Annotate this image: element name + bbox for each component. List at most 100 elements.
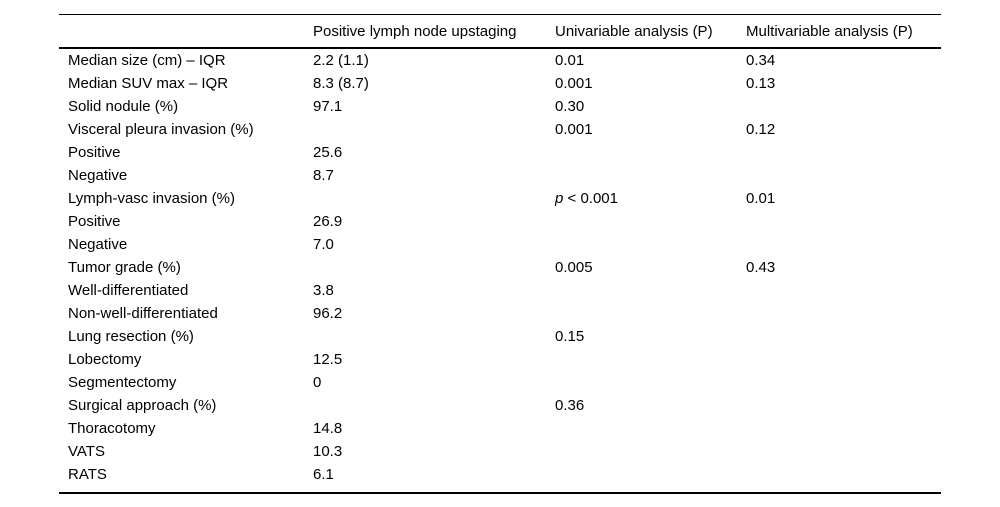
table-row: Visceral pleura invasion (%) 0.001 0.12 bbox=[59, 118, 941, 141]
cell-upstaging: 8.7 bbox=[313, 167, 334, 184]
cell-multivariable bbox=[746, 233, 941, 256]
cell-univariable: 0.001 bbox=[555, 121, 593, 138]
row-label: Non-well-differentiated bbox=[68, 305, 218, 322]
header-row: Positive lymph node upstaging Univariabl… bbox=[59, 15, 941, 49]
table-row: VATS 10.3 bbox=[59, 440, 941, 463]
cell-upstaging: 2.2 (1.1) bbox=[313, 52, 369, 69]
cell-univariable bbox=[555, 417, 746, 440]
table-row: Median SUV max – IQR 8.3 (8.7) 0.001 0.13 bbox=[59, 72, 941, 95]
cell-upstaging: 10.3 bbox=[313, 443, 343, 460]
table-row: Segmentectomy 0 bbox=[59, 371, 941, 394]
cell-multivariable bbox=[746, 210, 941, 233]
cell-upstaging: 3.8 bbox=[313, 282, 334, 299]
cell-multivariable: 0.34 bbox=[746, 52, 776, 69]
table-body: Median size (cm) – IQR 2.2 (1.1) 0.01 0.34 M… bbox=[59, 48, 941, 486]
cell-multivariable: 0.43 bbox=[746, 259, 776, 276]
cell-univariable bbox=[555, 141, 746, 164]
cell-upstaging: 6.1 bbox=[313, 466, 334, 483]
cell-multivariable bbox=[746, 394, 941, 417]
row-label: Solid nodule (%) bbox=[68, 98, 179, 115]
cell-upstaging: 8.3 (8.7) bbox=[313, 75, 369, 92]
cell-univariable bbox=[555, 348, 746, 371]
cell-univariable bbox=[555, 210, 746, 233]
italic-p: p bbox=[555, 190, 564, 207]
cell-upstaging: 26.9 bbox=[313, 213, 343, 230]
row-label: Positive bbox=[68, 213, 121, 230]
table-row: Lobectomy 12.5 bbox=[59, 348, 941, 371]
cell-univariable bbox=[555, 463, 746, 486]
cell-upstaging bbox=[313, 325, 555, 348]
cell-univariable: 0.01 bbox=[555, 52, 585, 69]
cell-upstaging: 0 bbox=[313, 374, 322, 391]
cell-multivariable bbox=[746, 371, 941, 394]
table-row: Non-well-differentiated 96.2 bbox=[59, 302, 941, 325]
cell-multivariable bbox=[746, 417, 941, 440]
cell-univariable bbox=[555, 164, 746, 187]
row-label: Tumor grade (%) bbox=[68, 259, 181, 276]
cell-multivariable: 0.01 bbox=[746, 190, 776, 207]
cell-multivariable bbox=[746, 279, 941, 302]
cell-multivariable bbox=[746, 95, 941, 118]
row-label: Visceral pleura invasion (%) bbox=[68, 121, 254, 138]
row-label: Segmentectomy bbox=[68, 374, 177, 391]
cell-multivariable bbox=[746, 325, 941, 348]
cell-univariable bbox=[555, 233, 746, 256]
row-label: Positive bbox=[68, 144, 121, 161]
row-label: Well-differentiated bbox=[68, 282, 189, 299]
cell-univariable: p < 0.001 bbox=[555, 190, 618, 207]
table-row: Negative 7.0 bbox=[59, 233, 941, 256]
cell-univariable: 0.15 bbox=[555, 328, 585, 345]
results-table: Positive lymph node upstaging Univariabl… bbox=[59, 15, 941, 486]
cell-univariable bbox=[555, 440, 746, 463]
cell-multivariable: 0.13 bbox=[746, 75, 776, 92]
cell-upstaging bbox=[313, 394, 555, 417]
row-label: Median SUV max – IQR bbox=[68, 75, 229, 92]
table-row: Well-differentiated 3.8 bbox=[59, 279, 941, 302]
cell-upstaging: 25.6 bbox=[313, 144, 343, 161]
cell-univariable: 0.005 bbox=[555, 259, 593, 276]
row-label: Negative bbox=[68, 236, 128, 253]
cell-multivariable bbox=[746, 348, 941, 371]
table-row: Tumor grade (%) 0.005 0.43 bbox=[59, 256, 941, 279]
table-row: Lymph-vasc invasion (%) p < 0.001 0.01 bbox=[59, 187, 941, 210]
table-row: Surgical approach (%) 0.36 bbox=[59, 394, 941, 417]
table-row: Positive 25.6 bbox=[59, 141, 941, 164]
cell-univariable: 0.30 bbox=[555, 98, 585, 115]
row-label: Median size (cm) – IQR bbox=[68, 52, 226, 69]
table-row: Median size (cm) – IQR 2.2 (1.1) 0.01 0.34 bbox=[59, 48, 941, 72]
cell-upstaging: 7.0 bbox=[313, 236, 334, 253]
table-row: Lung resection (%) 0.15 bbox=[59, 325, 941, 348]
cell-univariable bbox=[555, 279, 746, 302]
cell-multivariable: 0.12 bbox=[746, 121, 776, 138]
cell-univariable: 0.36 bbox=[555, 397, 585, 414]
cell-upstaging bbox=[313, 256, 555, 279]
row-label: Lobectomy bbox=[68, 351, 142, 368]
table-container: Positive lymph node upstaging Univariabl… bbox=[59, 14, 941, 494]
table-row: RATS 6.1 bbox=[59, 463, 941, 486]
cell-univariable: 0.001 bbox=[555, 75, 593, 92]
table-row: Thoracotomy 14.8 bbox=[59, 417, 941, 440]
cell-upstaging: 97.1 bbox=[313, 98, 343, 115]
row-label: Negative bbox=[68, 167, 128, 184]
cell-upstaging: 12.5 bbox=[313, 351, 343, 368]
cell-univariable bbox=[555, 371, 746, 394]
cell-multivariable bbox=[746, 440, 941, 463]
cell-multivariable bbox=[746, 164, 941, 187]
row-label: RATS bbox=[68, 466, 107, 483]
row-label: VATS bbox=[68, 443, 105, 460]
cell-upstaging: 14.8 bbox=[313, 420, 343, 437]
cell-multivariable bbox=[746, 141, 941, 164]
column-header-variable bbox=[59, 15, 313, 49]
table-row: Positive 26.9 bbox=[59, 210, 941, 233]
row-label: Thoracotomy bbox=[68, 420, 156, 437]
column-header-multivariable: Multivariable analysis (P) bbox=[746, 15, 941, 49]
table-row: Negative 8.7 bbox=[59, 164, 941, 187]
cell-multivariable bbox=[746, 463, 941, 486]
table-row: Solid nodule (%) 97.1 0.30 bbox=[59, 95, 941, 118]
cell-multivariable bbox=[746, 302, 941, 325]
column-header-univariable: Univariable analysis (P) bbox=[555, 15, 746, 49]
cell-univariable bbox=[555, 302, 746, 325]
row-label: Surgical approach (%) bbox=[68, 397, 217, 414]
row-label: Lymph-vasc invasion (%) bbox=[68, 190, 235, 207]
